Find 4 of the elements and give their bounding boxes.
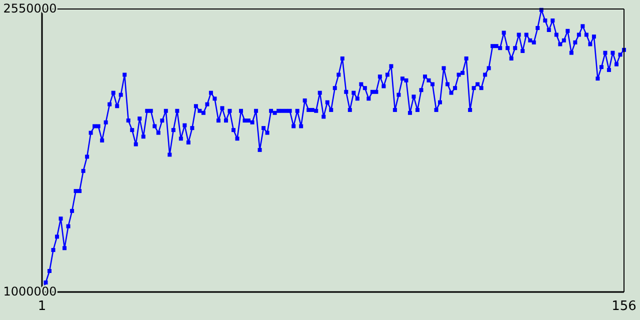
y-tick-label: 2550000 — [3, 1, 57, 16]
x-tick-label: 1 — [38, 299, 46, 314]
y-tick-label: 1000000 — [3, 284, 57, 298]
x-tick-label: 156 — [612, 299, 636, 314]
